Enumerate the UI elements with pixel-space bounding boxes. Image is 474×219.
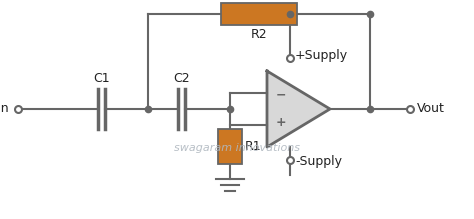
Text: R2: R2: [251, 28, 267, 41]
Text: +Supply: +Supply: [295, 49, 348, 62]
Text: −: −: [276, 88, 286, 101]
Text: Vout: Vout: [417, 102, 445, 115]
Text: C2: C2: [173, 72, 190, 85]
Text: -Supply: -Supply: [295, 155, 342, 168]
Text: C1: C1: [93, 72, 110, 85]
Text: +: +: [276, 117, 286, 129]
Text: swagaram innovations: swagaram innovations: [174, 143, 300, 153]
Bar: [221, 3, 297, 25]
Polygon shape: [267, 71, 330, 147]
Bar: [218, 129, 242, 164]
Text: Vin: Vin: [0, 102, 10, 115]
Text: R1: R1: [245, 140, 262, 153]
